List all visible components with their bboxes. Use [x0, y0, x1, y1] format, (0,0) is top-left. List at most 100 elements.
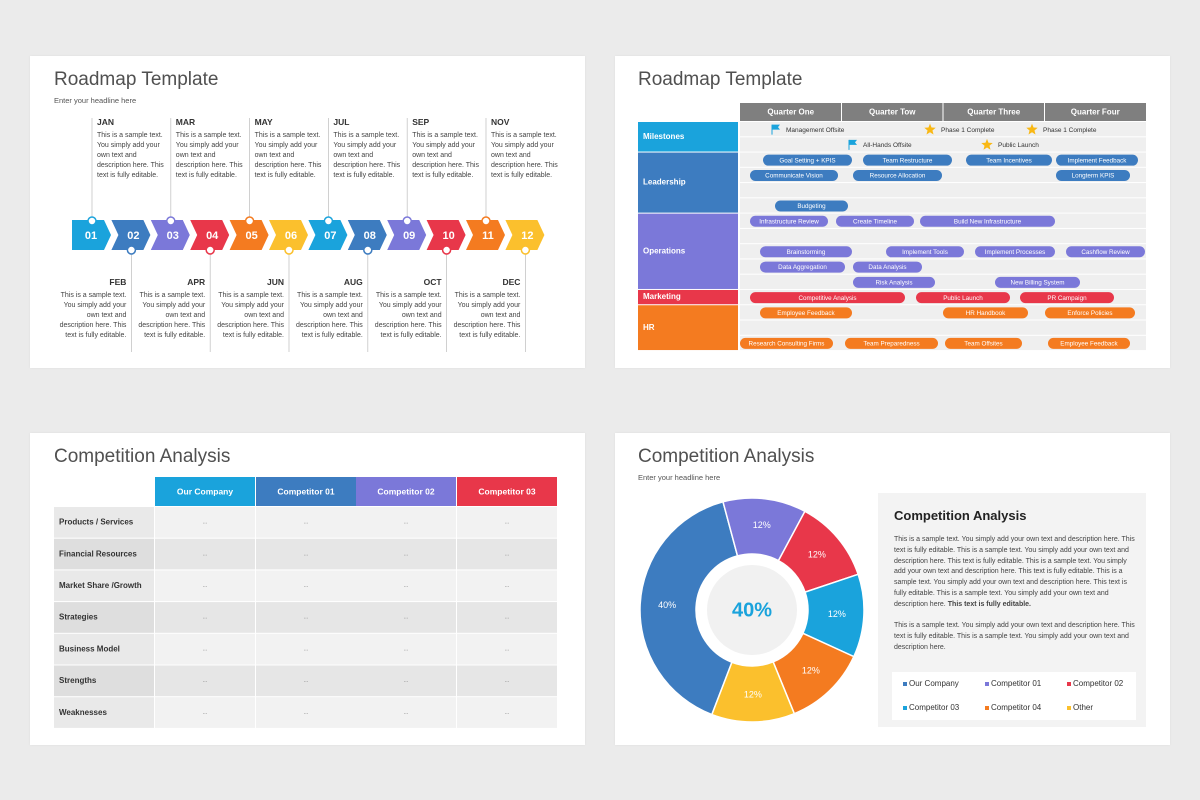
step-text: This is a sample text. You simply add yo… [97, 132, 164, 179]
step-arrow [466, 220, 505, 250]
table-cell [457, 570, 557, 602]
panel-title: Competition Analysis [894, 508, 1027, 523]
task-pill [1045, 307, 1135, 319]
slide [30, 56, 585, 368]
step-month: AUG [343, 277, 363, 287]
lane-label-box [638, 213, 738, 289]
step-month: APR [187, 277, 206, 287]
task-label: New Billing System [1011, 280, 1065, 287]
step-number: 06 [285, 230, 297, 242]
row-label: Market Share /Growth [59, 581, 142, 590]
step-number: 05 [245, 230, 257, 242]
table-cell [54, 633, 154, 665]
step-text: This is a sample text. You simply add yo… [175, 132, 243, 179]
row-stripe [740, 335, 1146, 351]
task-label: Data Analysis [868, 264, 906, 271]
table-cell [457, 507, 557, 538]
task-pill [1066, 246, 1145, 258]
step-note: MAY This is a sample text. You simply add… [255, 117, 327, 181]
lane-label: Milestones [643, 132, 685, 141]
task-label: Employee Feedback [777, 310, 835, 317]
lane-label: Marketing [643, 292, 681, 301]
step-number: 11 [482, 230, 494, 242]
table-cell [356, 665, 456, 697]
task-label: Enforce Policies [1067, 310, 1112, 317]
cell-text: ... [202, 615, 207, 621]
cell-text: ... [303, 520, 308, 526]
legend-swatch [903, 682, 907, 686]
flag-icon [849, 139, 857, 145]
step-arrow [308, 220, 348, 250]
task-label: Longterm KPIS [1072, 173, 1115, 180]
legend-label: Our Company [909, 679, 959, 688]
cell-text: ... [202, 710, 207, 716]
task-pill [1020, 292, 1114, 304]
star-icon [924, 123, 936, 135]
step-note: AUG This is a sample text. You simply add… [291, 277, 363, 341]
step-marker [166, 216, 176, 226]
panel-text: This is a sample text. You simply add yo… [894, 622, 1135, 651]
cell-text: ... [202, 520, 207, 526]
step-number: 12 [521, 230, 533, 242]
task-pill [863, 154, 952, 166]
column-label: Competitor 01 [277, 486, 334, 496]
milestone-label: Phase 1 Complete [1043, 127, 1097, 134]
step-month: JUL [333, 117, 350, 127]
table-cell [54, 507, 154, 538]
table-cell [256, 665, 356, 697]
row-label: Strengths [59, 676, 97, 685]
task-label: Resource Allocation [870, 173, 926, 180]
task-pill [845, 337, 938, 349]
step-arrow [269, 220, 308, 250]
cell-text: ... [303, 583, 308, 589]
task-pill [750, 215, 828, 227]
table-cell [457, 633, 557, 665]
paragraph: This is a sample text. You simply add yo… [894, 536, 1135, 608]
step-text: This is a sample text. You simply add yo… [412, 132, 479, 179]
task-label: Data Aggregation [778, 264, 827, 271]
step-text: This is a sample text. You simply add yo… [491, 132, 558, 179]
legend-swatch [903, 706, 907, 710]
column-label: Competitor 03 [478, 486, 535, 496]
task-pill [740, 337, 833, 349]
step-text: This is a sample text. You simply add yo… [333, 132, 401, 179]
step-month: SEP [412, 117, 430, 127]
step-text: This is a sample text. You simply add yo… [254, 132, 322, 179]
task-label: Build New Infrastructure [954, 218, 1022, 225]
step-month: MAR [175, 117, 196, 127]
step-marker [87, 216, 97, 226]
task-label: HR Handbook [966, 310, 1006, 317]
task-pill [760, 246, 852, 258]
step-text: This is a sample text. You simply add yo… [296, 292, 363, 339]
task-label: Employee Feedback [1060, 341, 1118, 348]
table-cell [356, 570, 456, 602]
task-pill [886, 246, 964, 258]
step-number: 01 [85, 230, 97, 242]
step-marker [441, 245, 452, 255]
task-pill [760, 307, 852, 319]
task-label: Cashflow Review [1081, 249, 1130, 256]
cell-text: ... [403, 615, 408, 621]
step-marker [244, 216, 255, 226]
milestone-label: Phase 1 Complete [941, 127, 995, 134]
row-stripe [740, 274, 1146, 289]
cell-text: ... [303, 678, 308, 684]
step-note: DEC This is a sample text. You simply add… [448, 277, 521, 341]
slice-label: 12% [802, 666, 820, 676]
quarter-label: Quarter Tow [869, 108, 916, 117]
legend-label: Competitor 04 [991, 703, 1042, 712]
row-label: Business Model [59, 644, 120, 653]
cell-text: ... [403, 678, 408, 684]
column-header [256, 477, 356, 506]
star-icon [1026, 123, 1038, 135]
panel-text: This is a sample text. You simply add yo… [894, 535, 1138, 611]
table-cell [155, 507, 255, 538]
row-label: Weaknesses [59, 708, 107, 717]
task-label: Implement Tools [902, 249, 948, 256]
table-cell [356, 538, 456, 570]
table-cell [457, 602, 557, 633]
task-pill [920, 215, 1055, 227]
task-label: Create Timeline [853, 218, 898, 225]
table-cell [155, 665, 255, 697]
legend-swatch [1067, 682, 1071, 686]
